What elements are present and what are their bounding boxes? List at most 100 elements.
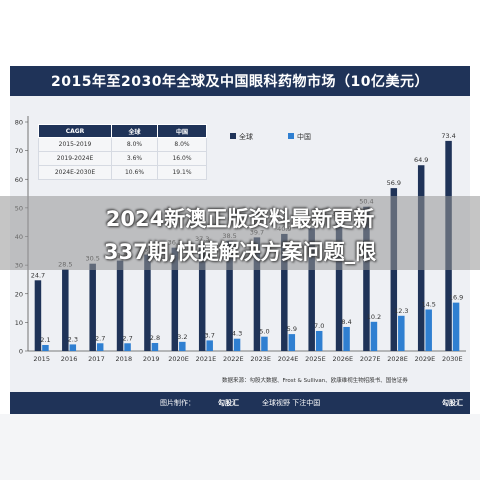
china-bar [315, 330, 323, 351]
footer-credit: 图片制作： [160, 399, 195, 407]
global-bar [34, 280, 42, 351]
global-bar [335, 219, 343, 351]
legend-label-china: 中国 [297, 132, 311, 141]
overlay-subheadline: 337期,快捷解决方案问题_限 [103, 240, 377, 264]
data-label: 12.3 [394, 307, 408, 315]
cagr-china: 19.1% [157, 165, 207, 180]
x-tick-label: 2024E [278, 355, 299, 363]
china-bar [206, 340, 213, 351]
chart-title: 2015年至2030年全球及中国眼科药物市场（10亿美元） [10, 66, 470, 96]
china-bar [343, 326, 350, 351]
x-tick-label: 2015 [33, 355, 50, 363]
cagr-period: 2024E-2030E [38, 165, 112, 180]
data-label: 2.1 [40, 336, 50, 344]
global-bar [253, 237, 261, 351]
bottom-strip [0, 414, 480, 480]
data-label: 24.7 [31, 271, 45, 279]
china-bar [452, 302, 460, 351]
cagr-china: 8.0% [157, 137, 207, 152]
y-tick-label: 0 [19, 348, 23, 356]
x-tick-label: 2020E [168, 355, 189, 363]
x-tick-label: 2026E [332, 355, 353, 363]
x-tick-label: 2017 [88, 355, 105, 363]
x-tick-label: 2027E [360, 355, 381, 363]
cagr-global: 3.6% [111, 151, 158, 166]
china-bar [42, 344, 49, 351]
cagr-table-row: 2015-2019 8.0% 8.0% [38, 137, 207, 152]
data-label: 5.9 [287, 325, 297, 333]
legend-swatch-china [288, 133, 294, 139]
data-label: 7.0 [314, 322, 324, 330]
global-bar [226, 240, 233, 351]
x-tick-label: 2018 [116, 355, 133, 363]
y-tick-label: 10 [15, 319, 23, 327]
china-bar [179, 341, 186, 351]
data-label: 2.3 [68, 335, 78, 343]
china-bar [124, 343, 131, 351]
x-tick-label: 2022E [223, 355, 244, 363]
overlay-headline: 2024新澳正版资料最新更新 [105, 207, 375, 231]
y-tick-label: 70 [15, 147, 23, 155]
global-bar [171, 247, 179, 351]
global-bar [116, 260, 124, 351]
footer-slogan: 全球视野 下注中国 [262, 399, 321, 407]
y-tick-label: 60 [15, 176, 23, 184]
x-tick-label: 2021E [196, 355, 217, 363]
global-bar [89, 263, 96, 351]
data-label: 2.8 [150, 334, 160, 342]
cagr-header-global: 全球 [111, 124, 158, 138]
legend-label-global: 全球 [239, 132, 253, 141]
cagr-table-row: 2024E-2030E 10.6% 19.1% [38, 165, 207, 180]
data-label: 8.4 [341, 318, 351, 326]
china-bar [398, 315, 405, 351]
data-label: 4.3 [232, 330, 242, 338]
cagr-header-label: CAGR [38, 124, 112, 138]
x-tick-label: 2016 [61, 355, 78, 363]
y-tick-label: 80 [15, 119, 23, 127]
x-tick-label: 2023E [250, 355, 271, 363]
data-label: 56.9 [387, 179, 401, 187]
data-label: 14.5 [421, 300, 435, 308]
data-label: 2.7 [95, 334, 105, 342]
data-label: 10.2 [367, 313, 381, 321]
cagr-header-china: 中国 [157, 124, 207, 138]
global-bar [144, 254, 151, 351]
china-bar [370, 321, 378, 351]
global-bar [62, 269, 69, 351]
cagr-period: 2019-2024E [38, 151, 112, 166]
data-label: 73.4 [441, 132, 455, 140]
legend-swatch-global [230, 133, 236, 139]
china-bar [96, 343, 104, 351]
x-tick-label: 2030E [442, 355, 463, 363]
global-bar [198, 244, 206, 351]
cagr-global: 10.6% [111, 165, 158, 180]
cagr-period: 2015-2019 [38, 137, 112, 152]
x-tick-label: 2019 [143, 355, 160, 363]
x-tick-label: 2028E [387, 355, 408, 363]
data-label: 2.7 [122, 334, 132, 342]
x-tick-label: 2029E [415, 355, 436, 363]
data-label: 5.0 [259, 328, 269, 336]
data-label: 64.9 [414, 156, 428, 164]
china-bar [233, 338, 241, 351]
china-bar [288, 334, 296, 351]
cagr-table-row: 2019-2024E 3.6% 16.0% [38, 151, 207, 166]
global-bar [281, 233, 288, 351]
data-label: 3.7 [205, 331, 215, 339]
data-source-note: 数据来源：勾股大数据、Frost & Sullivan、欧康维视生物招股书、国信… [222, 378, 408, 384]
china-bar [425, 309, 432, 351]
china-bar [69, 344, 77, 351]
footer-brand-logo-right: 勾股汇 [442, 399, 463, 407]
cagr-table: CAGR 全球 中国 2015-2019 8.0% 8.0% 2019-2024… [38, 124, 207, 180]
global-bar [308, 228, 315, 351]
cagr-china: 16.0% [157, 151, 207, 166]
overlay-band [0, 196, 480, 270]
top-banner [0, 0, 480, 42]
china-bar [261, 336, 268, 351]
global-bar [363, 206, 370, 351]
data-label: 3.2 [177, 333, 187, 341]
footer-brand-logo: 勾股汇 [218, 399, 239, 407]
y-tick-label: 20 [15, 290, 23, 298]
data-label: 16.9 [449, 294, 463, 302]
cagr-global: 8.0% [111, 137, 158, 152]
